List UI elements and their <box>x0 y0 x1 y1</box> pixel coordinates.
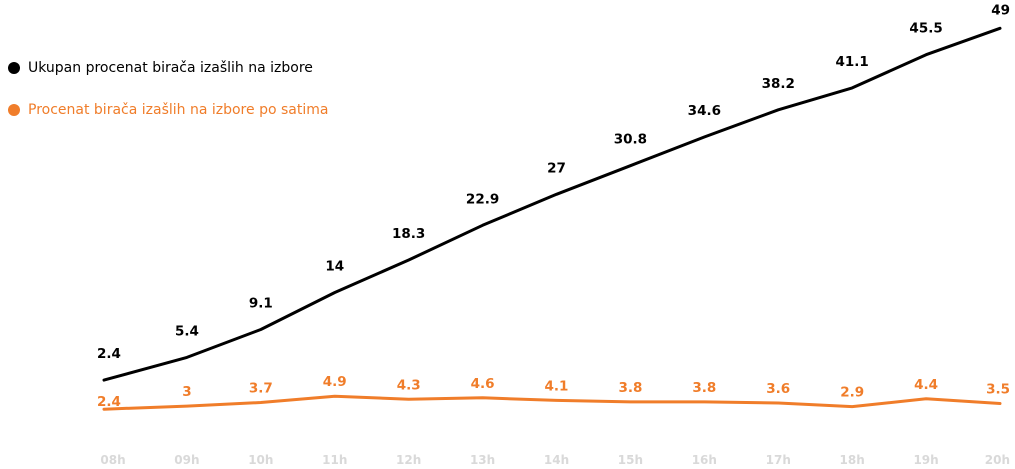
x-tick-label: 08h <box>100 453 125 467</box>
total-series-data-label: 22.9 <box>466 191 499 207</box>
hourly-series-data-label: 3.8 <box>618 380 642 396</box>
hourly-series-data-label: 4.4 <box>914 377 938 393</box>
legend-dot-total <box>8 62 20 74</box>
total-series-data-label: 49 <box>991 2 1010 18</box>
hourly-series-data-label: 4.9 <box>323 374 347 390</box>
total-series-data-label: 38.2 <box>762 76 795 92</box>
legend-label-total: Ukupan procenat birača izašlih na izbore <box>28 60 313 76</box>
total-series-data-label: 27 <box>547 160 566 176</box>
hourly-series-data-label: 3 <box>182 384 191 400</box>
hourly-series-data-label: 3.5 <box>986 382 1010 398</box>
total-series-data-label: 18.3 <box>392 226 425 242</box>
total-series-data-label: 14 <box>325 259 344 275</box>
legend-item-total: Ukupan procenat birača izašlih na izbore <box>8 58 328 78</box>
x-tick-label: 19h <box>913 453 938 467</box>
hourly-series-data-label: 4.6 <box>471 376 495 392</box>
x-tick-label: 16h <box>692 453 717 467</box>
total-series-line <box>102 26 1002 382</box>
x-tick-label: 15h <box>618 453 643 467</box>
hourly-series-data-label: 4.1 <box>545 378 569 394</box>
hourly-series-line <box>102 394 1002 411</box>
x-tick-label: 20h <box>985 453 1010 467</box>
total-series-data-label: 34.6 <box>688 103 721 119</box>
x-tick-label: 12h <box>396 453 421 467</box>
x-tick-label: 18h <box>840 453 865 467</box>
x-tick-label: 11h <box>322 453 347 467</box>
legend-dot-hourly <box>8 104 20 116</box>
hourly-series-data-label: 3.8 <box>692 380 716 396</box>
x-tick-label: 10h <box>248 453 273 467</box>
x-tick-label: 14h <box>544 453 569 467</box>
legend-item-hourly: Procenat birača izašlih na izbore po sat… <box>8 100 328 120</box>
x-tick-label: 17h <box>766 453 791 467</box>
total-series-data-label: 2.4 <box>97 346 121 362</box>
legend-label-hourly: Procenat birača izašlih na izbore po sat… <box>28 102 329 118</box>
total-series-data-label: 5.4 <box>175 323 199 339</box>
hourly-series-data-label: 2.9 <box>840 385 864 401</box>
hourly-series-data-label: 2.4 <box>97 394 121 410</box>
total-series-data-label: 45.5 <box>909 21 942 37</box>
total-series-data-label: 41.1 <box>836 54 869 70</box>
chart-legend: Ukupan procenat birača izašlih na izbore… <box>8 58 328 142</box>
x-tick-label: 13h <box>470 453 495 467</box>
total-series-data-label: 30.8 <box>614 132 647 148</box>
x-tick-label: 09h <box>174 453 199 467</box>
hourly-series-data-label: 4.3 <box>397 377 421 393</box>
hourly-series-data-label: 3.6 <box>766 381 790 397</box>
total-series-data-label: 9.1 <box>249 295 273 311</box>
hourly-series-data-label: 3.7 <box>249 380 273 396</box>
